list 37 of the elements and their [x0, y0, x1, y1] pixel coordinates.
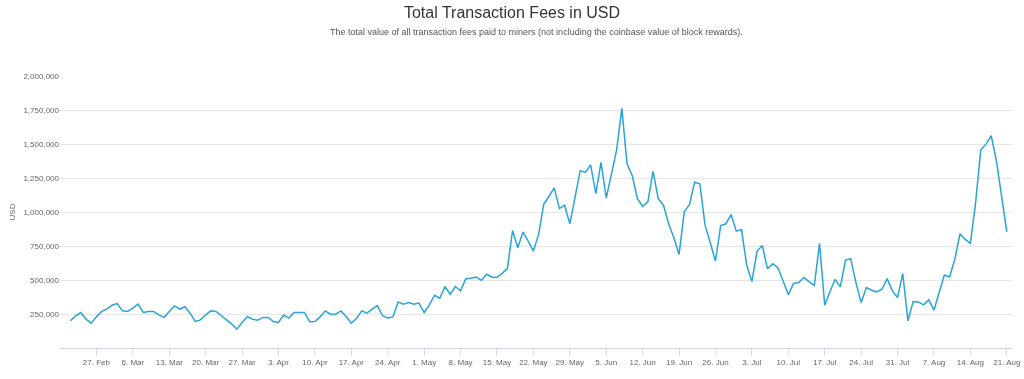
- x-tick-label: 7. Aug: [922, 357, 946, 367]
- y-tick-label: 1,250,000: [23, 173, 60, 183]
- x-tick-label: 15. May: [482, 357, 512, 367]
- x-tick-label: 8. May: [448, 357, 473, 367]
- x-tick-label: 26. Jun: [702, 357, 729, 367]
- x-tick-label: 27. Feb: [82, 357, 111, 367]
- x-tick-label: 21. Aug: [993, 357, 1021, 367]
- chart-title: Total Transaction Fees in USD: [403, 4, 621, 22]
- x-tick-label: 17. Apr: [338, 357, 365, 367]
- y-tick-label: 2,000,000: [23, 71, 60, 81]
- x-tick-label: 6. Mar: [121, 357, 145, 367]
- y-tick-label: 1,750,000: [23, 105, 60, 115]
- x-tick-label: 31. Jul: [885, 357, 910, 367]
- y-tick-label: 250,000: [30, 309, 60, 319]
- x-tick-label: 19. Jun: [665, 357, 693, 367]
- x-tick-label: 3. Apr: [268, 357, 290, 367]
- x-tick-label: 24. Apr: [375, 357, 401, 367]
- y-tick-label: 1,500,000: [23, 139, 60, 149]
- x-tick-label: 12. Jun: [629, 357, 656, 367]
- x-tick-label: 1. May: [412, 357, 437, 367]
- y-axis-title: USD: [8, 203, 18, 221]
- x-tick-label: 29. May: [555, 357, 585, 367]
- x-tick-label: 10. Apr: [302, 357, 328, 367]
- y-tick-label: 750,000: [30, 241, 60, 251]
- x-tick-label: 14. Aug: [956, 357, 984, 367]
- x-tick-label: 22. May: [519, 357, 548, 367]
- x-tick-label: 3. Jul: [742, 357, 762, 367]
- x-tick-label: 24. Jul: [849, 357, 874, 367]
- chart-subtitle: The total value of all transaction fees paid to miners (not including the coinbase value of block rewards).: [330, 27, 743, 37]
- y-tick-label: 500,000: [30, 275, 60, 285]
- x-tick-label: 27. Mar: [228, 357, 256, 367]
- x-tick-label: 5. Jun: [595, 357, 618, 367]
- x-tick-label: 20. Mar: [192, 357, 220, 367]
- x-tick-label: 13. Mar: [155, 357, 184, 367]
- x-tick-label: 10. Jul: [776, 357, 801, 367]
- x-tick-label: 17. Jul: [812, 357, 837, 367]
- y-tick-label: 1,000,000: [23, 207, 60, 217]
